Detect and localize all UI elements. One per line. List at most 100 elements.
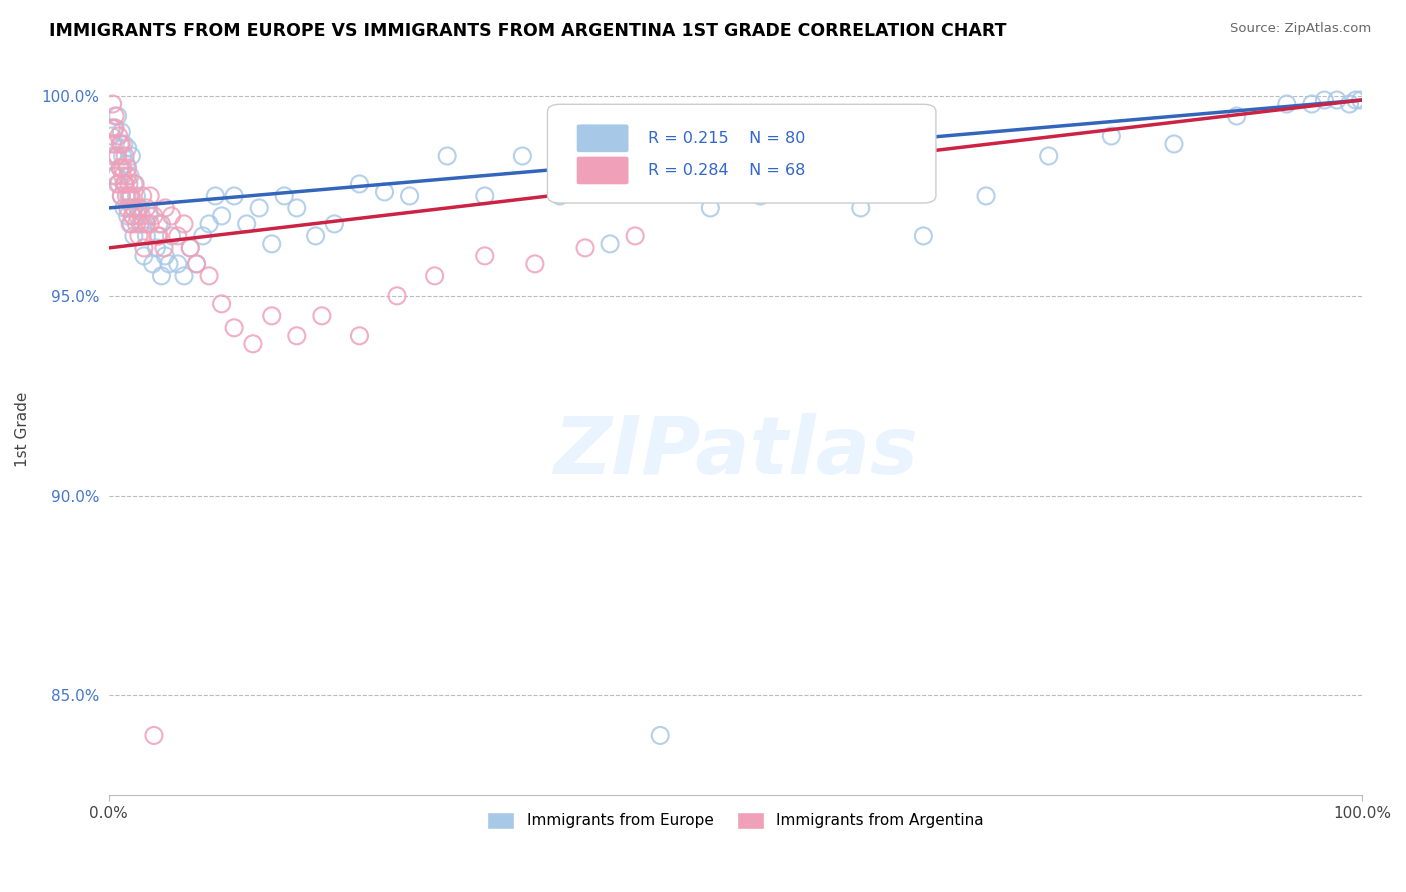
Point: [112, 136, 135, 151]
Point: [125, 189, 148, 203]
Point: [186, 257, 208, 271]
Point: [105, 149, 128, 163]
Point: [139, 189, 162, 203]
Point: [273, 189, 295, 203]
Point: [103, 169, 125, 183]
Point: [260, 236, 283, 251]
Point: [120, 217, 142, 231]
Point: [110, 189, 132, 203]
Point: [160, 209, 183, 223]
Point: [127, 209, 149, 223]
Point: [122, 201, 145, 215]
Point: [1226, 109, 1249, 123]
Point: [173, 217, 195, 231]
Point: [173, 268, 195, 283]
Point: [204, 189, 226, 203]
Point: [285, 201, 308, 215]
Text: ZIPatlas: ZIPatlas: [553, 413, 918, 491]
FancyBboxPatch shape: [547, 104, 936, 203]
Point: [122, 177, 145, 191]
Point: [474, 249, 496, 263]
Point: [150, 217, 173, 231]
Point: [108, 161, 131, 175]
Point: [146, 228, 169, 243]
Point: [285, 328, 308, 343]
Point: [120, 169, 142, 183]
Point: [153, 241, 176, 255]
Point: [974, 189, 997, 203]
Point: [1099, 128, 1122, 143]
Point: [114, 177, 136, 191]
Point: [121, 201, 143, 215]
Point: [599, 236, 621, 251]
Point: [108, 136, 131, 151]
Point: [120, 189, 142, 203]
Point: [112, 201, 135, 215]
Point: [1275, 97, 1298, 112]
Point: [211, 297, 233, 311]
Point: [650, 728, 672, 742]
Point: [117, 161, 139, 175]
Point: [349, 328, 371, 343]
Point: [104, 109, 127, 123]
Point: [242, 336, 264, 351]
Point: [155, 201, 177, 215]
Point: [101, 97, 124, 112]
Point: [211, 209, 233, 223]
Point: [108, 177, 131, 191]
Point: [179, 241, 201, 255]
Point: [121, 209, 143, 223]
FancyBboxPatch shape: [576, 124, 628, 153]
Point: [1344, 93, 1367, 107]
Point: [224, 321, 246, 335]
Point: [117, 201, 139, 215]
Text: R = 0.215    N = 80: R = 0.215 N = 80: [648, 131, 806, 145]
Point: [122, 228, 145, 243]
Point: [142, 209, 165, 223]
Point: [101, 136, 124, 151]
Point: [107, 149, 129, 163]
Point: [160, 228, 183, 243]
Point: [124, 177, 146, 191]
Point: [104, 136, 127, 151]
Point: [436, 149, 458, 163]
Point: [912, 228, 935, 243]
Point: [111, 169, 134, 183]
Point: [108, 161, 131, 175]
Point: [128, 228, 150, 243]
Point: [800, 169, 823, 183]
Point: [117, 209, 139, 223]
Point: [523, 257, 546, 271]
Point: [107, 177, 129, 191]
Point: [135, 217, 157, 231]
Point: [166, 257, 188, 271]
Point: [110, 125, 132, 139]
Point: [166, 228, 188, 243]
Point: [127, 201, 149, 215]
Y-axis label: 1st Grade: 1st Grade: [15, 392, 30, 467]
Point: [135, 228, 157, 243]
Point: [112, 177, 135, 191]
Point: [131, 189, 153, 203]
Point: [150, 268, 173, 283]
Point: [155, 249, 177, 263]
Point: [111, 149, 134, 163]
Point: [120, 189, 142, 203]
Point: [110, 136, 132, 151]
Point: [110, 189, 132, 203]
Point: [186, 257, 208, 271]
Point: [142, 728, 165, 742]
Point: [323, 217, 346, 231]
Point: [142, 257, 165, 271]
Point: [117, 141, 139, 155]
Point: [224, 189, 246, 203]
Point: [138, 209, 160, 223]
Point: [179, 241, 201, 255]
Point: [398, 189, 420, 203]
Point: [115, 157, 138, 171]
Point: [120, 149, 142, 163]
Point: [1301, 97, 1323, 112]
Point: [118, 189, 141, 203]
Point: [117, 169, 139, 183]
Point: [148, 217, 170, 231]
